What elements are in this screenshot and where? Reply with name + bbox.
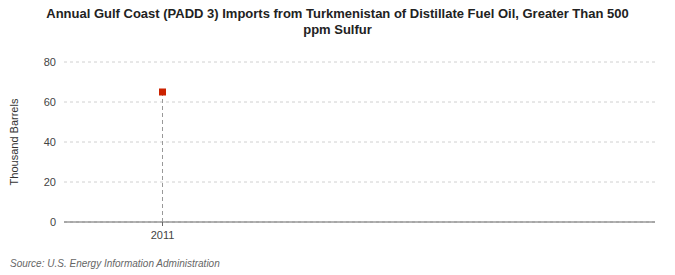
- source-note: Source: U.S. Energy Information Administ…: [10, 258, 220, 269]
- title-line: Annual Gulf Coast (PADD 3) Imports from …: [46, 6, 628, 21]
- grid-line: [64, 142, 655, 143]
- x-axis-line: [64, 222, 655, 223]
- grid-line: [64, 222, 655, 223]
- grid-line: [64, 102, 655, 103]
- x-tick-label: 2011: [151, 229, 175, 241]
- y-tick-label: 80: [44, 56, 56, 68]
- y-axis-label: Thousand Barrels: [8, 98, 20, 185]
- drop-line: [162, 92, 163, 222]
- grid-line: [64, 62, 655, 63]
- y-tick-label: 0: [50, 216, 56, 228]
- title: Annual Gulf Coast (PADD 3) Imports from …: [46, 6, 628, 37]
- title-line: ppm Sulfur: [303, 22, 372, 37]
- x-tick: [162, 222, 163, 226]
- y-tick-label: 20: [44, 176, 56, 188]
- point: [159, 89, 166, 96]
- grid-line: [64, 182, 655, 183]
- chart: Annual Gulf Coast (PADD 3) Imports from …: [0, 0, 675, 275]
- y-tick-label: 60: [44, 96, 56, 108]
- y-tick-label: 40: [44, 136, 56, 148]
- marks: [159, 89, 166, 223]
